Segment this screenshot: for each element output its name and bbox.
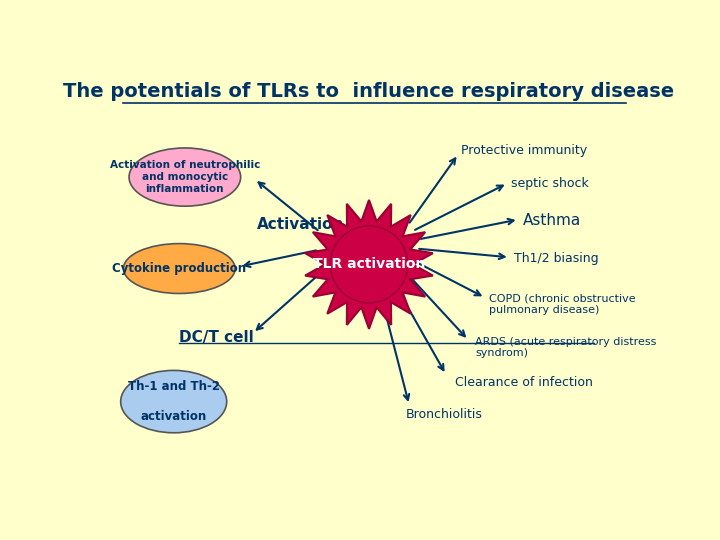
Ellipse shape (330, 226, 408, 303)
Text: septic shock: septic shock (511, 177, 589, 190)
Text: Cytokine production: Cytokine production (112, 262, 246, 275)
Ellipse shape (124, 244, 235, 293)
Text: Clearance of infection: Clearance of infection (456, 376, 593, 389)
Text: Protective immunity: Protective immunity (461, 144, 588, 157)
Polygon shape (305, 200, 433, 329)
Text: TLR activation: TLR activation (312, 258, 426, 272)
Text: The potentials of TLRs to  influence respiratory disease: The potentials of TLRs to influence resp… (63, 82, 675, 102)
Text: ARDS (acute respiratory distress
syndrom): ARDS (acute respiratory distress syndrom… (475, 337, 657, 359)
Ellipse shape (129, 148, 240, 206)
Text: Activation of neutrophilic
and monocytic
inflammation: Activation of neutrophilic and monocytic… (109, 160, 260, 194)
Text: Activation: Activation (258, 218, 345, 232)
Text: Th-1 and Th-2

activation: Th-1 and Th-2 activation (127, 380, 220, 423)
Text: Th1/2 biasing: Th1/2 biasing (514, 252, 599, 265)
Text: Asthma: Asthma (523, 213, 581, 228)
Text: COPD (chronic obstructive
pulmonary disease): COPD (chronic obstructive pulmonary dise… (489, 293, 636, 315)
Text: DC/T cell: DC/T cell (179, 329, 254, 345)
Ellipse shape (121, 370, 227, 433)
Text: Bronchiolitis: Bronchiolitis (405, 408, 482, 421)
